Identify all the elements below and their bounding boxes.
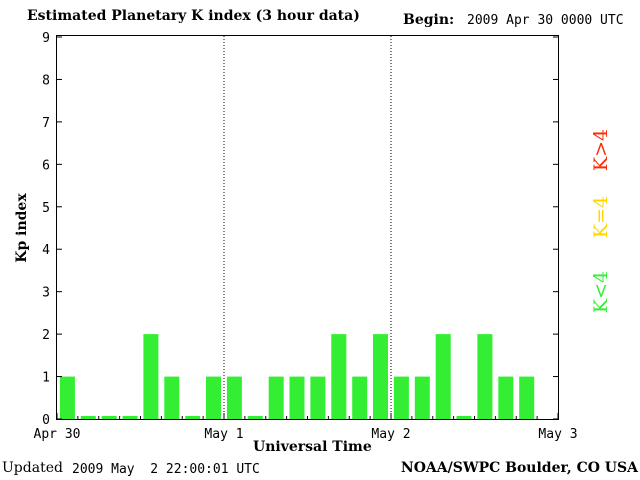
kp-bar xyxy=(498,376,514,419)
x-tick-label: May 3 xyxy=(538,427,577,442)
kp-bar xyxy=(268,376,284,419)
kp-bar xyxy=(393,376,409,419)
x-axis-label: Universal Time xyxy=(253,439,372,455)
updated-value: 2009 May 2 22:00:01 UTC xyxy=(72,462,260,477)
kp-bar xyxy=(80,416,96,419)
y-tick-label: 0 xyxy=(42,413,50,428)
begin-label: Begin: xyxy=(403,12,455,28)
kp-bar xyxy=(310,376,326,419)
begin-value: 2009 Apr 30 0000 UTC xyxy=(467,13,624,28)
kp-bar xyxy=(247,416,263,419)
kp-bar xyxy=(101,416,117,419)
kp-bar xyxy=(477,334,493,419)
chart-title: Estimated Planetary K index (3 hour data… xyxy=(27,8,360,24)
kp-bar xyxy=(185,416,201,419)
kp-bar xyxy=(456,416,472,419)
kp-bar xyxy=(373,334,388,419)
kp-bar xyxy=(435,334,451,419)
y-tick-label: 5 xyxy=(42,201,50,216)
y-tick-label: 6 xyxy=(42,158,50,173)
y-tick-label: 4 xyxy=(42,243,50,258)
y-tick-label: 8 xyxy=(42,73,50,88)
kp-bar xyxy=(331,334,347,419)
kp-bar xyxy=(143,334,159,419)
plot-frame xyxy=(56,35,559,420)
kp-bar xyxy=(414,376,430,419)
kp-bar xyxy=(164,376,180,419)
kp-bar xyxy=(289,376,305,419)
x-tick-label: May 2 xyxy=(371,427,410,442)
updated-label: Updated xyxy=(2,460,63,476)
y-tick-label: 1 xyxy=(42,371,50,386)
kp-bar xyxy=(122,416,138,419)
kp-bar xyxy=(59,376,75,419)
kp-bar xyxy=(352,376,368,419)
credit-text: NOAA/SWPC Boulder, CO USA xyxy=(400,460,638,476)
kp-bar xyxy=(226,376,242,419)
y-tick-label: 7 xyxy=(42,116,50,131)
y-tick-label: 3 xyxy=(42,286,50,301)
x-tick-label: May 1 xyxy=(204,427,243,442)
y-tick-label: 9 xyxy=(42,31,50,46)
x-tick-label: Apr 30 xyxy=(34,427,81,442)
y-tick-label: 2 xyxy=(42,328,50,343)
kp-bar xyxy=(206,376,221,419)
kp-bar xyxy=(519,376,535,419)
